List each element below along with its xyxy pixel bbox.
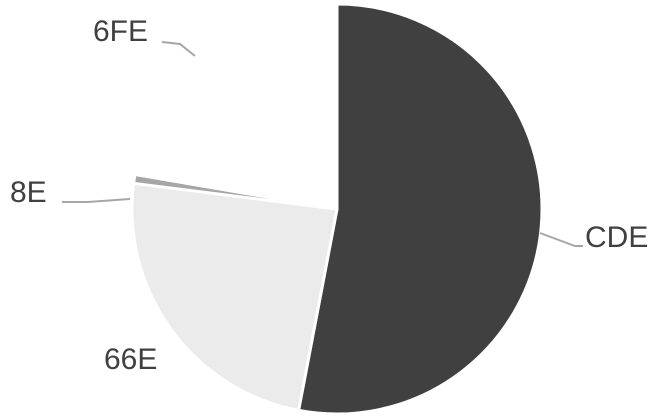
slice-label-cde: CDE: [585, 221, 648, 254]
slice-label-66e: 66E: [104, 343, 157, 376]
labels-layer: CDE 66E 8E 6FE: [10, 15, 648, 376]
pie-slice-66e: [130, 181, 339, 412]
slices-layer: [130, 2, 544, 416]
pie-slice-cde: [297, 2, 544, 416]
slice-label-6fe: 6FE: [93, 15, 148, 48]
leader-line-6fe: [161, 41, 196, 57]
leader-line-8e: [62, 198, 131, 203]
leader-line-cde: [539, 232, 583, 247]
pie-slice-6fe: [133, 2, 339, 211]
slice-label-8e: 8E: [10, 176, 47, 209]
leader-lines-layer: [62, 41, 583, 247]
